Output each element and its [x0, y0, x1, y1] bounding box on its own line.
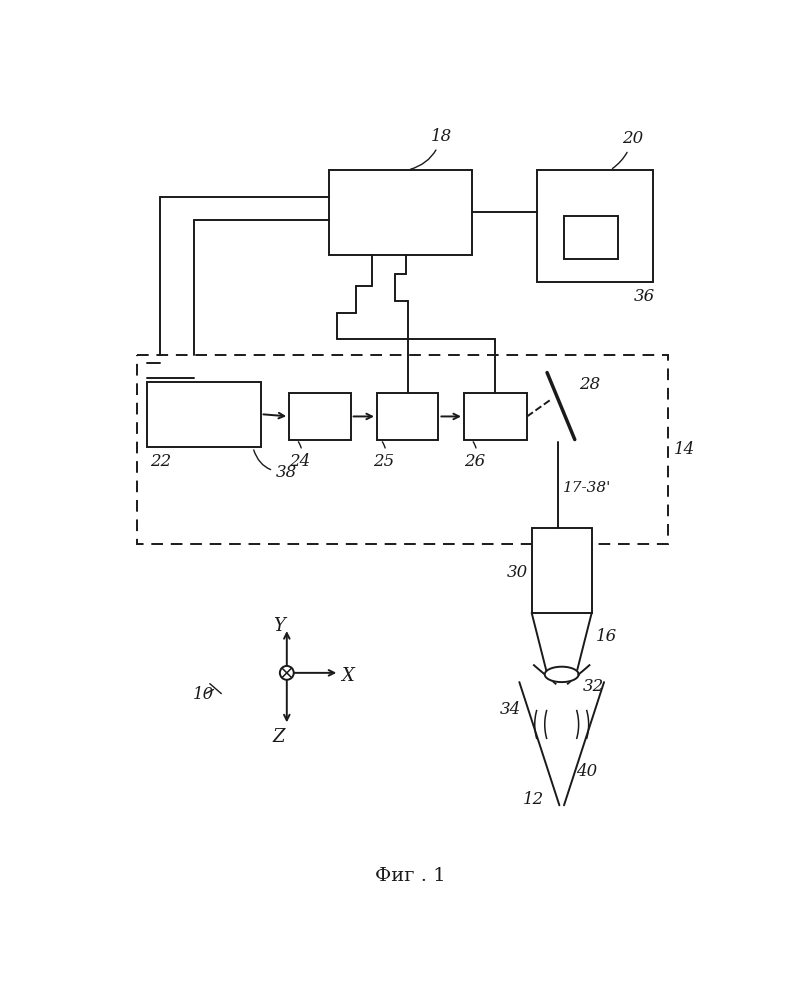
Bar [537, 170, 653, 282]
Text: 28: 28 [578, 376, 600, 393]
Bar [329, 170, 472, 255]
Text: Y: Y [273, 617, 285, 635]
Bar [564, 216, 618, 259]
Text: 38: 38 [254, 450, 298, 481]
Text: 36: 36 [634, 288, 654, 305]
Bar [532, 528, 592, 613]
Circle shape [280, 666, 294, 680]
Text: 10: 10 [193, 686, 214, 703]
Text: 25: 25 [373, 442, 394, 471]
Text: 24: 24 [289, 442, 310, 471]
Text: 26: 26 [464, 442, 485, 471]
Text: 30: 30 [507, 564, 528, 581]
Bar [289, 393, 350, 440]
Bar [464, 393, 527, 440]
Text: X: X [341, 667, 354, 685]
Text: 34: 34 [500, 701, 522, 718]
Text: 32: 32 [582, 678, 604, 695]
Text: 40: 40 [575, 763, 597, 780]
Text: 18: 18 [410, 128, 452, 169]
Text: 20: 20 [613, 130, 643, 168]
Text: 17-38': 17-38' [562, 481, 611, 495]
Text: Фиг . 1: Фиг . 1 [374, 867, 446, 885]
Text: 14: 14 [674, 441, 695, 458]
Bar [146, 382, 261, 447]
Text: 12: 12 [523, 791, 545, 808]
Bar [137, 355, 668, 544]
Polygon shape [545, 667, 578, 682]
Text: 22: 22 [150, 453, 172, 470]
Text: 16: 16 [595, 628, 617, 645]
Bar [377, 393, 438, 440]
Text: Z: Z [273, 728, 286, 746]
